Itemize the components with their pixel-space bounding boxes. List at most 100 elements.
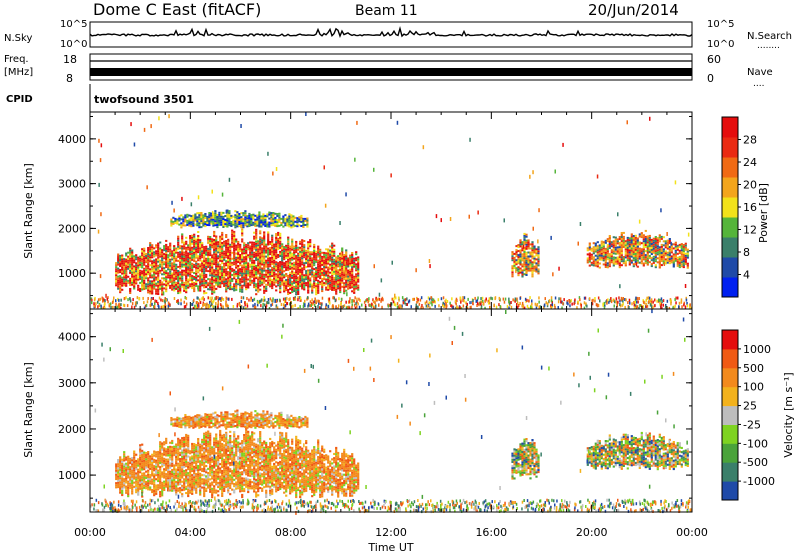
clutter-cell (240, 300, 243, 303)
echo-cell (301, 249, 304, 252)
clutter-cell (434, 300, 436, 304)
clutter-cell (207, 305, 210, 308)
echo-cell (682, 260, 685, 263)
echo-cell (215, 261, 218, 264)
echo-cell (241, 240, 244, 243)
echo-cell (620, 238, 623, 240)
echo-cell (149, 276, 152, 279)
echo-cell (299, 269, 302, 271)
echo-cell (195, 274, 198, 277)
clutter-cell (421, 304, 423, 307)
echo-cell (186, 223, 189, 226)
echo-cell (213, 257, 216, 260)
nsearch-tick-top: 10^5 (707, 19, 734, 30)
echo-cell (167, 272, 170, 275)
echo-cell (155, 284, 158, 287)
echo-cell (525, 241, 528, 244)
echo-cell (197, 241, 200, 244)
echo-cell (618, 248, 621, 251)
echo-cell (215, 281, 218, 284)
echo-cell (205, 261, 208, 264)
echo-cell (181, 263, 184, 266)
echo-cell (291, 258, 294, 261)
echo-cell (187, 268, 190, 271)
echo-cell (307, 291, 310, 294)
echo-cell (195, 266, 198, 269)
nave-tick-bottom: 0 (707, 72, 714, 85)
echo-cell (291, 268, 294, 271)
echo-cell (195, 268, 198, 271)
echo-cell (289, 273, 292, 276)
echo-cell (117, 279, 120, 282)
echo-cell (277, 278, 280, 281)
echo-cell (353, 283, 356, 286)
echo-cell (222, 222, 225, 224)
clutter-cell (631, 302, 633, 306)
echo-cell (193, 263, 196, 266)
echo-cell (163, 271, 166, 274)
clutter-cell (177, 299, 179, 303)
echo-cell (259, 282, 262, 285)
echo-cell (277, 244, 280, 246)
echo-cell (247, 272, 250, 275)
echo-cell (638, 255, 641, 258)
echo-cell (125, 280, 128, 283)
echo-cell (248, 221, 251, 223)
clutter-cell (327, 305, 330, 308)
echo-cell (115, 467, 118, 470)
echo-cell (169, 260, 172, 263)
echo-cell (670, 259, 673, 262)
echo-cell (254, 218, 257, 221)
echo-cell (313, 276, 316, 279)
echo-cell (275, 255, 278, 258)
echo-cell (517, 260, 520, 263)
echo-cell (313, 286, 316, 289)
clutter-cell (196, 304, 199, 307)
echo-cell (177, 255, 180, 258)
echo-cell (309, 279, 312, 282)
echo-cell (211, 256, 214, 259)
echo-cell (151, 252, 154, 255)
echo-cell (281, 279, 284, 282)
echo-cell (636, 253, 639, 256)
clutter-cell (197, 296, 199, 300)
echo-cell (357, 280, 360, 283)
echo-cell (288, 215, 291, 218)
echo-cell (630, 251, 633, 254)
echo-cell (229, 243, 232, 246)
echo-cell (119, 285, 122, 288)
echo-cell (139, 261, 142, 264)
echo-cell (205, 251, 208, 254)
echo-cell (325, 272, 328, 275)
clutter-cell (662, 303, 664, 307)
echo-cell (159, 241, 162, 244)
echo-cell (209, 244, 212, 246)
echo-cell (143, 282, 146, 284)
echo-cell (624, 250, 627, 253)
echo-cell (305, 284, 308, 287)
clutter-cell (365, 299, 367, 303)
echo-cell (155, 268, 158, 271)
echo-cell (302, 226, 305, 228)
echo-cell (600, 250, 603, 253)
echo-cell (123, 264, 126, 267)
echo-cell (121, 284, 124, 287)
echo-cell (299, 281, 302, 284)
echo-cell (353, 275, 356, 278)
speckle-cell (390, 173, 392, 178)
echo-cell (147, 259, 150, 262)
echo-cell (335, 288, 338, 291)
echo-cell (250, 214, 253, 217)
echo-cell (325, 270, 328, 273)
echo-cell (602, 263, 605, 266)
echo-cell (177, 265, 180, 268)
echo-cell (644, 240, 647, 242)
echo-cell (179, 291, 182, 294)
echo-cell (634, 251, 637, 253)
clutter-cell (583, 296, 586, 300)
clutter-cell (164, 300, 166, 304)
echo-cell (329, 263, 332, 266)
clutter-cell (363, 300, 366, 304)
echo-cell (194, 215, 197, 218)
echo-cell (218, 211, 221, 214)
